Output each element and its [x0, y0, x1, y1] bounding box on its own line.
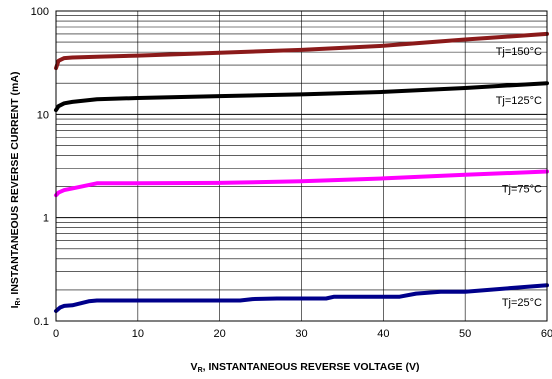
series-labels: Tj=150°C Tj=125°C Tj=75°C Tj=25°C: [496, 46, 542, 309]
y-tick-label: 1: [43, 213, 49, 225]
plot-frame: [55, 10, 548, 322]
series-line: [54, 283, 549, 313]
x-tick-label: 40: [377, 328, 389, 340]
x-axis-label: VR, INSTANTANEOUS REVERSE VOLTAGE (V): [191, 361, 420, 374]
x-tick-label: 30: [295, 328, 307, 340]
series-label: Tj=150°C: [496, 46, 542, 58]
y-tick-label: 100: [31, 6, 49, 18]
series-line: [54, 169, 549, 198]
series-line: [54, 31, 549, 71]
series-lines: [54, 31, 549, 313]
x-tick-label: 10: [132, 328, 144, 340]
series-label: Tj=25°C: [502, 297, 542, 309]
series-label: Tj=75°C: [502, 183, 542, 195]
y-tick-label: 10: [37, 109, 49, 121]
x-tick-label: 0: [53, 328, 59, 340]
series-label: Tj=125°C: [496, 95, 542, 107]
x-tick-label: 20: [214, 328, 226, 340]
x-tick-label: 50: [459, 328, 471, 340]
tick-labels: 0 10 20 30 40 50 60 0.1 1 10 100: [31, 6, 552, 340]
x-tick-label: 60: [541, 328, 552, 340]
y-tick-label: 0.1: [34, 316, 49, 328]
series-line: [54, 81, 549, 113]
y-axis-label: IR, INSTANTANEOUS REVERSE CURRENT (mA): [9, 72, 22, 309]
grid: [56, 11, 547, 321]
